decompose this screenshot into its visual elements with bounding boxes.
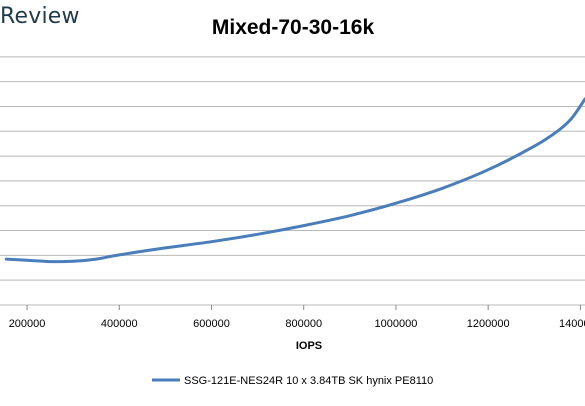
chart-title: Mixed-70-30-16k	[212, 16, 375, 39]
brand-logo-text: Review	[0, 4, 80, 29]
grid-layer	[0, 56, 585, 306]
x-tick-label: 1200000	[467, 318, 510, 330]
x-tick-label: 400000	[101, 318, 138, 330]
series-layer	[4, 97, 585, 264]
legend-label: SSG-121E-NES24R 10 x 3.84TB SK hynix PE8…	[184, 375, 433, 387]
x-tick-label: 600000	[193, 318, 230, 330]
x-axis-label: IOPS	[296, 340, 322, 352]
x-tick-label: 1000000	[375, 318, 418, 330]
x-tick-label: 1400000	[559, 318, 585, 330]
series-line	[4, 97, 585, 264]
x-tick-label: 200000	[9, 318, 46, 330]
x-axis: 200000 400000 600000 800000 1000000 1200000 14…	[9, 305, 585, 330]
x-tick-label: 800000	[285, 318, 322, 330]
legend: SSG-121E-NES24R 10 x 3.84TB SK hynix PE8…	[152, 375, 433, 387]
